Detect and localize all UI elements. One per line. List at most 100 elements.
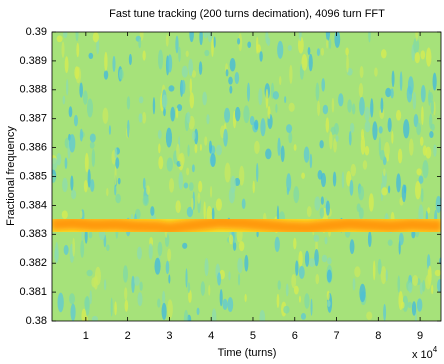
noise xyxy=(315,273,320,285)
noise xyxy=(185,268,188,288)
noise xyxy=(114,301,117,316)
noise xyxy=(421,106,424,126)
noise xyxy=(96,38,100,55)
axes: 1 2 3 4 5 6 7 8 9 0.38 0.381 0.382 0.383 0.384 0.385 0.… xyxy=(19,26,442,342)
y-tick-label: 0.387 xyxy=(19,113,47,125)
noise xyxy=(354,266,361,278)
noise xyxy=(390,88,394,99)
noise xyxy=(304,293,310,309)
noise xyxy=(308,257,316,268)
noise xyxy=(370,98,374,118)
noise xyxy=(359,97,365,116)
noise xyxy=(167,248,172,262)
noise xyxy=(69,134,76,153)
multiplier-base: x 10 xyxy=(412,349,433,361)
noise xyxy=(334,32,341,48)
noise xyxy=(76,42,80,58)
noise xyxy=(154,257,161,275)
y-tick-label: 0.385 xyxy=(19,170,47,182)
noise xyxy=(346,54,349,73)
noise xyxy=(307,47,311,56)
noise xyxy=(391,70,395,88)
noise xyxy=(320,47,325,56)
noise xyxy=(89,290,92,305)
noise xyxy=(387,117,392,133)
noise xyxy=(277,280,281,291)
noise xyxy=(436,279,441,293)
noise xyxy=(165,34,169,47)
y-tick-label: 0.383 xyxy=(19,228,47,240)
noise xyxy=(341,171,345,189)
noise xyxy=(84,296,90,310)
noise xyxy=(197,192,201,204)
noise xyxy=(157,298,161,308)
noise xyxy=(333,122,339,135)
noise xyxy=(425,47,432,67)
y-axis-label: Fractional frequency xyxy=(5,126,17,226)
noise xyxy=(432,72,437,91)
noise xyxy=(429,113,433,129)
noise xyxy=(387,239,393,247)
noise xyxy=(412,91,417,110)
noise xyxy=(84,152,89,173)
noise xyxy=(246,82,251,102)
noise xyxy=(259,51,263,62)
noise xyxy=(223,128,228,147)
noise xyxy=(224,107,231,123)
noise xyxy=(425,274,432,290)
noise xyxy=(209,186,213,198)
noise xyxy=(115,193,121,204)
noise xyxy=(425,146,432,159)
noise xyxy=(252,180,255,194)
noise xyxy=(396,173,401,193)
noise xyxy=(94,266,101,286)
noise xyxy=(62,177,68,193)
noise xyxy=(309,153,313,169)
noise xyxy=(86,98,94,118)
noise xyxy=(196,307,200,316)
noise xyxy=(407,301,412,309)
noise xyxy=(152,97,156,115)
noise xyxy=(61,41,65,58)
y-tick-label: 0.38 xyxy=(26,315,47,327)
noise xyxy=(178,46,181,62)
x-tick-label: 4 xyxy=(208,330,214,342)
noise xyxy=(134,276,140,286)
noise xyxy=(89,141,95,149)
noise xyxy=(284,96,287,104)
noise xyxy=(110,297,113,317)
noise xyxy=(377,258,382,275)
y-tick-label: 0.386 xyxy=(19,142,47,154)
noise xyxy=(325,32,331,41)
noise xyxy=(435,195,441,214)
noise xyxy=(80,240,85,258)
noise xyxy=(72,237,76,257)
x-multiplier: x 104 xyxy=(412,345,438,361)
noise xyxy=(57,292,64,313)
noise xyxy=(161,94,168,108)
noise xyxy=(388,185,391,194)
noise xyxy=(75,32,79,42)
noise xyxy=(321,78,326,92)
noise xyxy=(163,108,166,117)
noise xyxy=(182,242,188,249)
noise xyxy=(430,100,434,115)
noise xyxy=(165,127,173,148)
noise xyxy=(137,292,143,307)
noise xyxy=(317,100,321,117)
x-tick-label: 6 xyxy=(292,330,298,342)
noise xyxy=(314,196,321,211)
noise xyxy=(237,273,241,286)
noise xyxy=(364,106,370,122)
noise xyxy=(364,120,371,133)
noise xyxy=(186,111,191,124)
noise xyxy=(217,272,222,286)
noise xyxy=(397,148,403,164)
noise xyxy=(332,171,337,187)
noise xyxy=(349,239,355,255)
noise xyxy=(314,249,319,267)
noise xyxy=(170,106,176,122)
noise xyxy=(293,237,297,250)
noise xyxy=(90,179,95,192)
